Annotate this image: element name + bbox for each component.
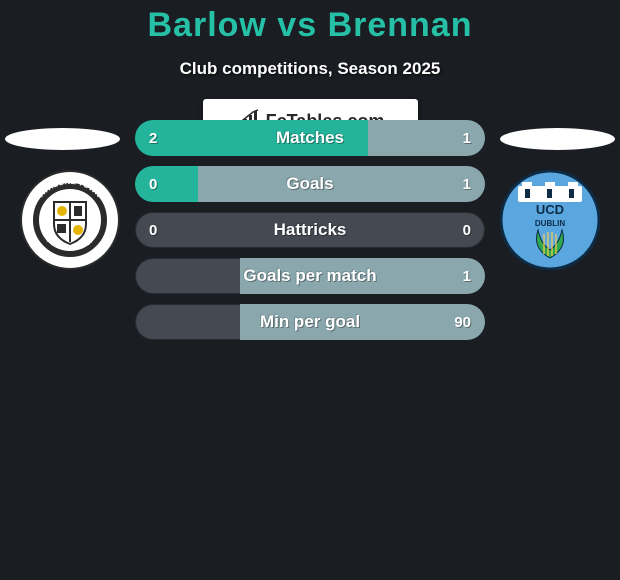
stat-label: Goals	[135, 166, 485, 202]
comparison-card: Barlow vs Brennan Club competitions, Sea…	[0, 0, 620, 580]
svg-text:UCD: UCD	[536, 202, 564, 217]
stat-row: Goals0 1	[135, 166, 485, 202]
stat-value-right: 0	[463, 212, 471, 248]
stat-value-left: 2	[149, 120, 157, 156]
stat-row: Hattricks0 0	[135, 212, 485, 248]
page-subtitle: Club competitions, Season 2025	[0, 59, 620, 79]
stat-row: Min per goal90	[135, 304, 485, 340]
stat-value-left: 0	[149, 166, 157, 202]
ucd-crest-svg: UCD DUBLIN	[500, 170, 600, 270]
stat-row: Goals per match1	[135, 258, 485, 294]
stat-rows: Matches21Goals01Hattricks00Goals per mat…	[135, 120, 485, 350]
stat-value-right: 90	[454, 304, 471, 340]
left-ellipse	[5, 128, 120, 150]
crest-ucd-dublin: UCD DUBLIN	[500, 170, 600, 270]
page-title: Barlow vs Brennan	[0, 0, 620, 45]
stat-value-right: 1	[463, 166, 471, 202]
stat-label: Min per goal	[135, 304, 485, 340]
stat-label: Goals per match	[135, 258, 485, 294]
crest-athlone-town: ATHLONE TOWN FOUNDED 1887	[20, 170, 120, 270]
stat-label: Matches	[135, 120, 485, 156]
stat-row: Matches2 1	[135, 120, 485, 156]
athlone-crest-svg: ATHLONE TOWN FOUNDED 1887	[20, 170, 120, 270]
stat-value-left: 0	[149, 212, 157, 248]
svg-text:DUBLIN: DUBLIN	[535, 219, 565, 228]
stat-label: Hattricks	[135, 212, 485, 248]
stat-value-right: 1	[463, 258, 471, 294]
right-ellipse	[500, 128, 615, 150]
stat-value-right: 1	[463, 120, 471, 156]
